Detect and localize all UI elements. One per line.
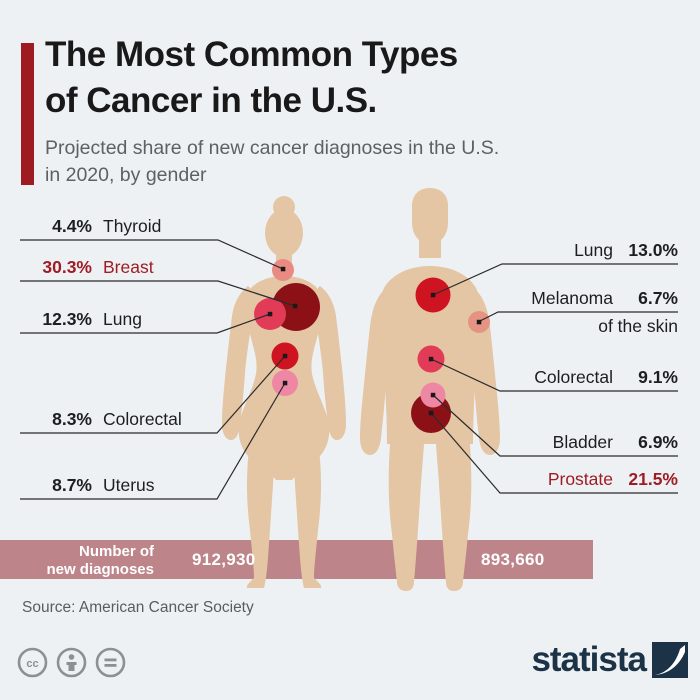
label-female-lung: 12.3% Lung bbox=[20, 309, 218, 330]
title-line-2: of Cancer in the U.S. bbox=[45, 81, 377, 120]
male-neck bbox=[419, 236, 441, 258]
label-female-colorectal: 8.3% Colorectal bbox=[20, 409, 218, 430]
male-lung-marker bbox=[415, 277, 451, 313]
prostate-percent: 21.5% bbox=[628, 469, 678, 489]
statista-logo-mark bbox=[652, 642, 688, 678]
source-note: Source: American Cancer Society bbox=[22, 599, 254, 616]
label-uterus: 8.7% Uterus bbox=[20, 475, 218, 496]
male-colorectal-percent: 9.1% bbox=[638, 367, 678, 387]
female-neck bbox=[276, 248, 292, 272]
female-left-arm bbox=[222, 286, 253, 440]
subtitle-line-2: in 2020, by gender bbox=[45, 164, 207, 186]
page-title: The Most Common Types of Cancer in the U… bbox=[45, 32, 458, 124]
label-melanoma-line2: of the skin bbox=[460, 316, 700, 337]
female-colorectal-percent: 8.3% bbox=[52, 409, 92, 429]
equal-license-icon[interactable] bbox=[95, 647, 126, 678]
label-male-lung: Lung 13.0% bbox=[460, 240, 678, 261]
male-colorectal-marker bbox=[417, 345, 445, 373]
female-lung-name: Lung bbox=[103, 309, 142, 329]
license-icons: cc bbox=[17, 647, 126, 678]
female-figure bbox=[222, 196, 346, 588]
label-bladder: Bladder 6.9% bbox=[460, 432, 678, 453]
bladder-percent: 6.9% bbox=[638, 432, 678, 452]
breast-percent: 30.3% bbox=[42, 257, 92, 277]
female-lung-percent: 12.3% bbox=[42, 309, 92, 329]
bladder-name: Bladder bbox=[552, 432, 613, 452]
band-label-line1: Number of bbox=[79, 543, 154, 560]
band-label: Number of new diagnoses bbox=[38, 543, 154, 578]
female-colorectal-name: Colorectal bbox=[103, 409, 182, 429]
title-line-1: The Most Common Types bbox=[45, 35, 458, 74]
breast-connector bbox=[20, 280, 296, 307]
male-total-diagnoses: 893,660 bbox=[481, 550, 545, 569]
label-prostate: Prostate 21.5% bbox=[460, 469, 678, 490]
male-colorectal-name: Colorectal bbox=[534, 367, 613, 387]
male-left-arm bbox=[360, 290, 392, 455]
male-head bbox=[412, 188, 448, 244]
melanoma-percent: 6.7% bbox=[638, 288, 678, 308]
prostate-marker bbox=[411, 393, 451, 433]
breast-marker bbox=[272, 283, 320, 331]
uterus-marker bbox=[272, 370, 298, 396]
melanoma-name-line2: of the skin bbox=[598, 316, 678, 336]
statista-brand[interactable]: statista bbox=[531, 640, 688, 680]
female-torso bbox=[238, 276, 330, 480]
marker-dots bbox=[267, 266, 482, 416]
thyroid-percent: 4.4% bbox=[52, 216, 92, 236]
female-total-diagnoses: 912,930 bbox=[192, 550, 256, 569]
bladder-marker bbox=[420, 382, 446, 408]
thyroid-marker bbox=[272, 259, 294, 281]
uterus-name: Uterus bbox=[103, 475, 155, 495]
breast-name: Breast bbox=[103, 257, 154, 277]
female-colorectal-marker bbox=[271, 342, 299, 370]
statista-logo-text: statista bbox=[531, 640, 647, 679]
melanoma-name: Melanoma bbox=[531, 288, 613, 308]
page-subtitle: Projected share of new cancer diagnoses … bbox=[45, 135, 499, 189]
female-head bbox=[265, 209, 303, 257]
female-hair-bun bbox=[273, 196, 295, 218]
female-right-leg bbox=[292, 440, 322, 588]
band-label-line2: new diagnoses bbox=[46, 560, 154, 578]
female-lung-marker bbox=[254, 298, 286, 330]
male-lung-name: Lung bbox=[574, 240, 613, 260]
male-left-leg bbox=[388, 444, 424, 591]
attribution-icon[interactable] bbox=[56, 647, 87, 678]
prostate-name: Prostate bbox=[547, 469, 613, 489]
svg-text:cc: cc bbox=[26, 658, 38, 670]
label-breast: 30.3% Breast bbox=[20, 257, 218, 278]
female-right-arm bbox=[315, 286, 346, 440]
male-lung-percent: 13.0% bbox=[628, 240, 678, 260]
subtitle-line-1: Projected share of new cancer diagnoses … bbox=[45, 137, 500, 159]
label-thyroid: 4.4% Thyroid bbox=[20, 216, 218, 237]
uterus-percent: 8.7% bbox=[52, 475, 92, 495]
cc-license-icon[interactable]: cc bbox=[17, 647, 48, 678]
thyroid-name: Thyroid bbox=[103, 216, 162, 236]
label-male-colorectal: Colorectal 9.1% bbox=[460, 367, 678, 388]
male-right-leg bbox=[436, 444, 472, 591]
label-melanoma: Melanoma 6.7% bbox=[460, 288, 678, 309]
title-accent-bar bbox=[21, 43, 34, 185]
